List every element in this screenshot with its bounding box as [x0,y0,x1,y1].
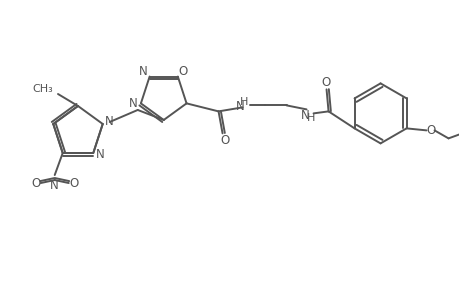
Text: CH₃: CH₃ [32,84,53,94]
Text: N: N [139,65,148,78]
Text: O: O [320,76,330,89]
Text: O: O [31,176,40,190]
Text: N: N [128,97,137,110]
Text: O: O [178,65,187,78]
Text: H: H [307,113,315,123]
Text: O: O [425,124,434,137]
Text: N: N [105,116,114,128]
Text: O: O [69,176,78,190]
Text: N: N [235,100,244,113]
Text: O: O [219,134,229,147]
Text: H: H [240,98,248,107]
Text: N: N [50,178,59,191]
Text: N: N [301,109,309,122]
Text: N: N [95,148,105,160]
